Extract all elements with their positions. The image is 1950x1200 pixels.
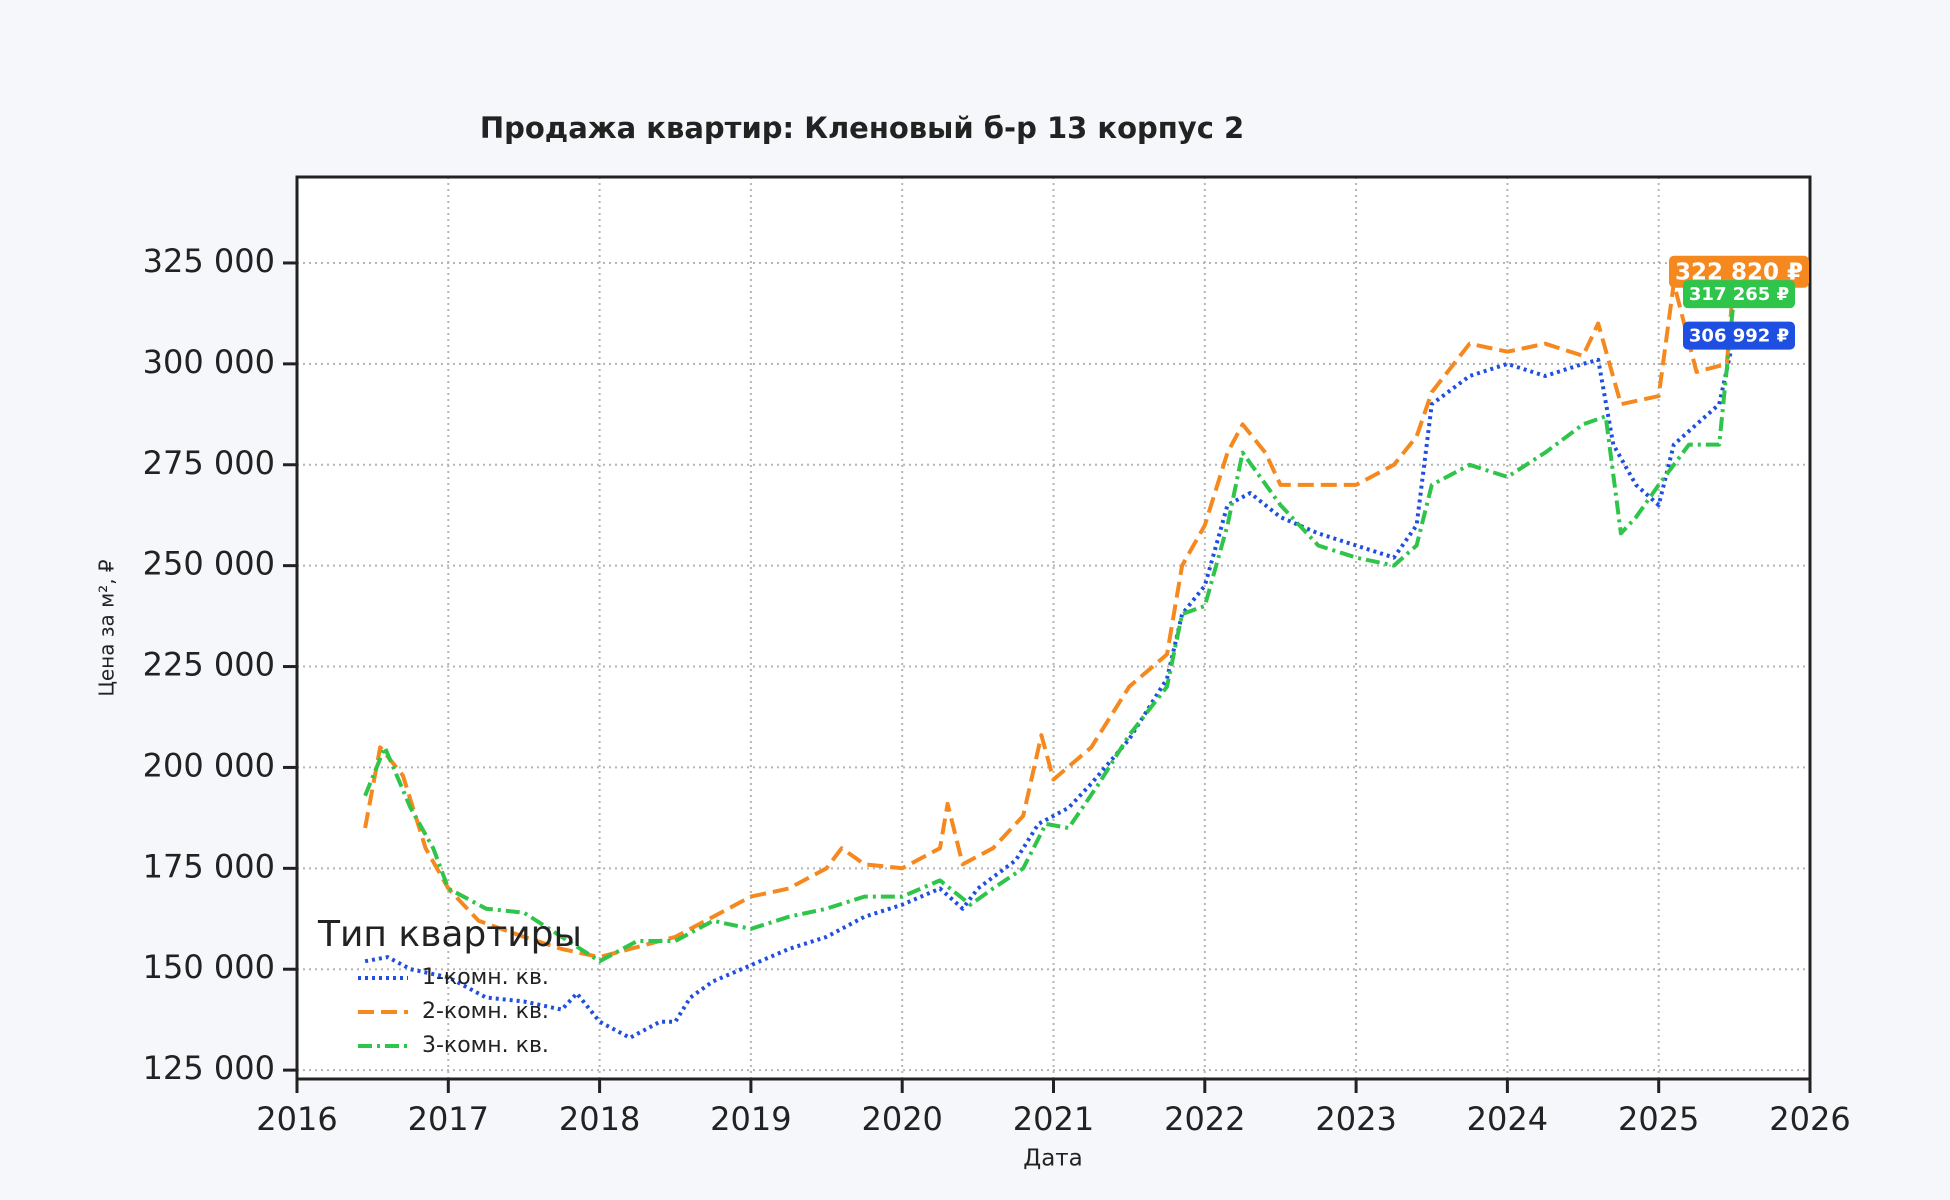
- x-tick-label: 2017: [408, 1100, 489, 1138]
- x-tick-label: 2022: [1164, 1100, 1245, 1138]
- x-tick-label: 2020: [861, 1100, 942, 1138]
- x-tick-label: 2023: [1315, 1100, 1396, 1138]
- y-axis-label: Цена за м², ₽: [95, 559, 119, 697]
- y-tick-label: 225 000: [143, 646, 275, 684]
- axes: 125 000 150 000 175 000 200 000 225 000 250 0…: [143, 242, 1851, 1138]
- legend-label: 2-комн. кв.: [422, 999, 549, 1024]
- x-axis-label: Дата: [1023, 1146, 1083, 1172]
- end-label-box: [1683, 280, 1795, 309]
- y-tick-label: 125 000: [143, 1049, 275, 1087]
- series-line: [363, 294, 1737, 964]
- end-label: 317 265 ₽: [1689, 284, 1789, 305]
- series-line: [364, 335, 1737, 1040]
- y-tick-label: 300 000: [143, 343, 275, 381]
- legend-label: 3-комн. кв.: [422, 1033, 549, 1058]
- x-tick-label: 2016: [256, 1100, 337, 1138]
- series-line: [363, 271, 1737, 960]
- chart-title: Продажа квартир: Кленовый б-р 13 корпус …: [480, 111, 1244, 145]
- x-tick-label: 2024: [1467, 1100, 1548, 1138]
- legend-title: Тип квартиры: [317, 914, 582, 955]
- y-tick-label: 325 000: [143, 242, 275, 280]
- lines: [363, 271, 1737, 1040]
- end-label-box: [1683, 321, 1795, 350]
- x-tick-label: 2018: [559, 1100, 640, 1138]
- y-tick-label: 175 000: [143, 847, 275, 885]
- x-tick-label: 2019: [710, 1100, 791, 1138]
- grid: [296, 177, 1811, 1079]
- y-tick-label: 150 000: [143, 948, 275, 986]
- end-label: 306 992 ₽: [1689, 326, 1789, 347]
- x-tick-label: 2025: [1618, 1100, 1699, 1138]
- y-tick-label: 275 000: [143, 444, 275, 482]
- y-tick-label: 250 000: [143, 545, 275, 583]
- end-label-box: [1669, 255, 1809, 288]
- legend: Тип квартиры 1-комн. кв. 2-комн. кв. 3-комн…: [317, 914, 582, 1058]
- x-tick-label: 2021: [1013, 1100, 1094, 1138]
- end-labels: 306 992 ₽322 820 ₽317 265 ₽: [1669, 255, 1809, 350]
- x-tick-label: 2026: [1769, 1100, 1850, 1138]
- legend-label: 1-комн. кв.: [422, 965, 549, 990]
- y-tick-label: 200 000: [143, 746, 275, 784]
